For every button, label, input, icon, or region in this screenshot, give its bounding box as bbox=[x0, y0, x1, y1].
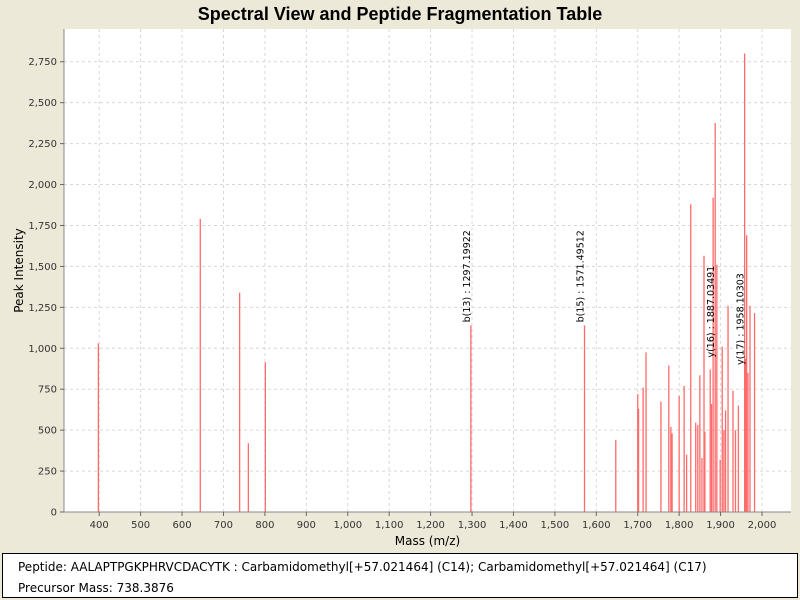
x-tick-label: 400 bbox=[90, 520, 109, 531]
peaks bbox=[97, 53, 756, 512]
y-tick-label: 0 bbox=[51, 508, 57, 519]
x-tick-label: 1,400 bbox=[499, 520, 528, 531]
x-tick-label: 900 bbox=[297, 520, 316, 531]
y-tick-label: 750 bbox=[38, 385, 57, 396]
y-tick-label: 2,500 bbox=[28, 98, 57, 109]
y-tick-label: 1,750 bbox=[28, 221, 57, 232]
precursor-mass: Precursor Mass: 738.3876 bbox=[18, 581, 174, 595]
x-tick-label: 2,000 bbox=[748, 520, 777, 531]
peptide-sequence: Peptide: AALAPTPGKPHRVCDACYTK : Carbamid… bbox=[18, 560, 707, 574]
x-tick-label: 1,000 bbox=[333, 520, 362, 531]
peak-annotation-label: b(13) : 1297.19922 bbox=[462, 230, 473, 322]
spectrum-chart: Spectral View and Peptide Fragmentation … bbox=[12, 4, 791, 548]
y-tick-label: 2,000 bbox=[28, 180, 57, 191]
peak-annotation-label: y(17) : 1958.10303 bbox=[736, 273, 747, 365]
x-tick-label: 700 bbox=[214, 520, 233, 531]
y-tick-label: 1,000 bbox=[28, 344, 57, 355]
x-tick-label: 1,900 bbox=[706, 520, 735, 531]
axes: 400 500 600 700 800 900 1,000 1,100 1,200 1,300 1,… bbox=[28, 29, 791, 531]
chart-title: Spectral View and Peptide Fragmentation … bbox=[198, 4, 602, 24]
x-tick-label: 1,200 bbox=[416, 520, 445, 531]
peak-annotations: b(13) : 1297.19922 b(15) : 1571.49512 y(16… bbox=[462, 230, 747, 365]
peptide-info-panel: Peptide: AALAPTPGKPHRVCDACYTK : Carbamid… bbox=[2, 553, 798, 598]
x-tick-label: 1,500 bbox=[541, 520, 570, 531]
x-tick-label: 800 bbox=[255, 520, 274, 531]
y-axis-label: Peak Intensity bbox=[12, 228, 26, 313]
x-tick-label: 500 bbox=[131, 520, 150, 531]
x-tick-label: 1,800 bbox=[665, 520, 694, 531]
x-tick-label: 600 bbox=[173, 520, 192, 531]
y-tick-label: 250 bbox=[38, 467, 57, 478]
y-tick-label: 500 bbox=[38, 426, 57, 437]
x-tick-label: 1,300 bbox=[458, 520, 487, 531]
y-tick-label: 2,750 bbox=[28, 57, 57, 68]
x-tick-label: 1,700 bbox=[623, 520, 652, 531]
y-tick-label: 2,250 bbox=[28, 139, 57, 150]
x-tick-label: 1,600 bbox=[582, 520, 611, 531]
y-tick-label: 1,250 bbox=[28, 303, 57, 314]
plot-area bbox=[64, 29, 791, 512]
peak-annotation-label: y(16) : 1887.03491 bbox=[706, 266, 717, 358]
y-tick-label: 1,500 bbox=[28, 262, 57, 273]
x-tick-label: 1,100 bbox=[375, 520, 404, 531]
peak-annotation-label: b(15) : 1571.49512 bbox=[575, 230, 586, 322]
x-axis-label: Mass (m/z) bbox=[395, 534, 460, 548]
